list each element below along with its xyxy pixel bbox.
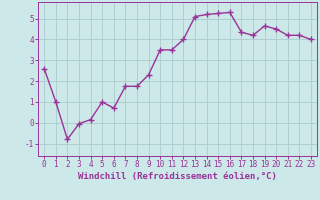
X-axis label: Windchill (Refroidissement éolien,°C): Windchill (Refroidissement éolien,°C)	[78, 172, 277, 181]
